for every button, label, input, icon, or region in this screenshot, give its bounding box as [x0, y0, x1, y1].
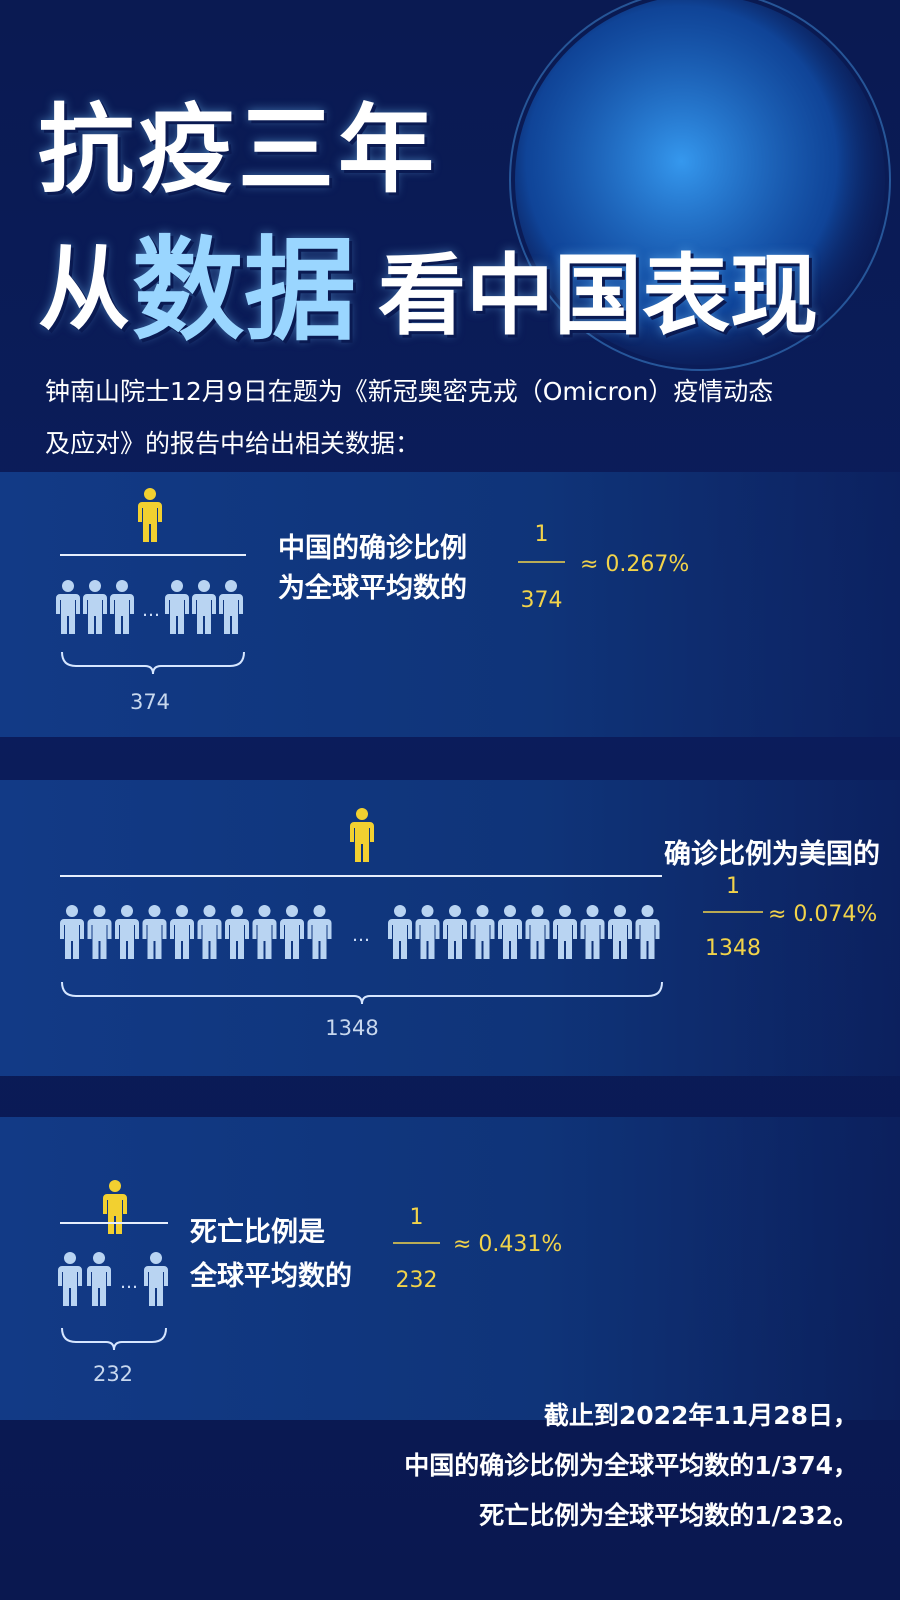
brace [61, 1327, 167, 1351]
approx-value: ≈ 0.074% [768, 902, 878, 927]
person-icon [138, 488, 162, 542]
person-icon [170, 905, 194, 959]
approx-value: ≈ 0.267% [580, 552, 690, 577]
footer-line: 死亡比例为全球平均数的1/232。 [479, 1501, 858, 1530]
brace [61, 981, 663, 1005]
numerator: 1 [726, 874, 740, 899]
person-icon [225, 905, 249, 959]
person-icon [553, 905, 577, 959]
person-icon [252, 905, 277, 959]
person-icon [56, 580, 80, 634]
person-icon [110, 580, 134, 634]
person-icon [388, 905, 412, 959]
intro-line: 钟南山院士12月9日在题为《新冠奥密克戎（Omicron）疫情动态 [45, 377, 774, 406]
denominator: 232 [395, 1268, 438, 1293]
person-icon [87, 1252, 111, 1306]
person-icon [83, 580, 107, 634]
person-icon [443, 905, 467, 959]
person-icon [219, 580, 243, 634]
footer-line: 中国的确诊比例为全球平均数的1/374， [404, 1451, 858, 1480]
person-icon [192, 580, 216, 634]
brace [61, 651, 245, 675]
sphere [515, 0, 885, 365]
count-label: 232 [92, 1362, 134, 1386]
person-icon [103, 1180, 127, 1234]
person-icon [58, 1252, 82, 1306]
person-icon [498, 905, 522, 959]
panel-label: 全球平均数的 [190, 1261, 352, 1292]
numerator: 1 [409, 1205, 424, 1230]
title-line1: 抗疫三年 [38, 94, 438, 206]
person-icon [60, 905, 84, 959]
numerator: 1 [534, 522, 549, 547]
person-icon [115, 905, 139, 959]
person-icon [470, 905, 495, 959]
panel-label: 确诊比例为美国的 [664, 839, 880, 870]
title-highlight: 数据 [132, 226, 356, 356]
approx-value: ≈ 0.431% [453, 1232, 563, 1257]
person-icon [197, 905, 222, 959]
person-icon [608, 905, 632, 959]
person-icon [415, 905, 440, 959]
person-icon [580, 905, 605, 959]
person-icon [307, 905, 332, 959]
sphere-ring [509, 0, 891, 371]
panel-label: 中国的确诊比例 [278, 533, 467, 564]
ellipsis: … [120, 1272, 138, 1293]
denominator: 1348 [705, 936, 761, 961]
denominator: 374 [520, 588, 563, 613]
count-label: 374 [129, 690, 171, 714]
panel-label: 死亡比例是 [190, 1217, 325, 1248]
count-label: 1348 [325, 1016, 379, 1040]
person-icon [635, 905, 660, 959]
person-icon [87, 905, 112, 959]
title-word: 从 [38, 236, 131, 343]
person-icon [280, 905, 304, 959]
person-icon [525, 905, 550, 959]
panel-label: 为全球平均数的 [278, 573, 467, 604]
ellipsis: … [142, 600, 160, 621]
title-word: 看中国表现 [378, 244, 819, 347]
intro-line: 及应对》的报告中给出相关数据： [45, 429, 421, 458]
person-icon [165, 580, 189, 634]
ellipsis: … [352, 925, 370, 946]
person-icon [350, 808, 374, 862]
person-icon [144, 1252, 168, 1306]
footer-line: 截止到2022年11月28日， [543, 1401, 858, 1430]
person-icon [142, 905, 167, 959]
